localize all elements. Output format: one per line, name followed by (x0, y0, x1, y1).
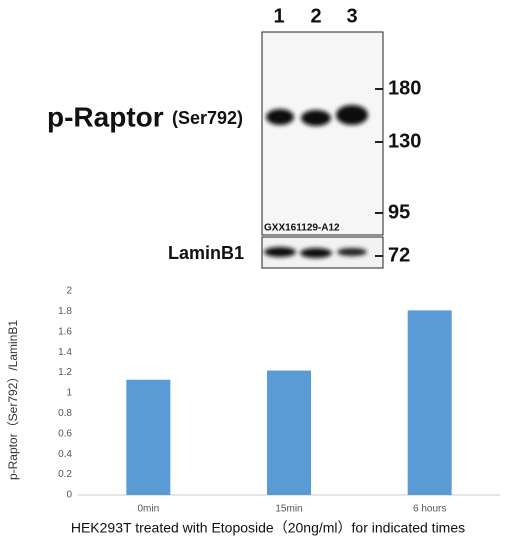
x-axis-label: HEK293T treated with Etoposide（20ng/ml）f… (71, 520, 465, 536)
marker-label: 130 (388, 130, 421, 152)
bands (266, 105, 368, 126)
site-label: (Ser792) (172, 108, 243, 128)
loading-label: LaminB1 (168, 243, 244, 263)
bar (407, 310, 452, 495)
marker-label: 180 (388, 77, 421, 99)
x-tick-label: 0min (137, 504, 159, 515)
y-tick-label: 1.8 (58, 306, 72, 317)
lane-label: 3 (346, 5, 357, 27)
x-tick-label: 6 hours (413, 504, 446, 515)
loading-bands (264, 247, 367, 258)
bar (267, 370, 311, 495)
y-tick-label: 0.4 (58, 449, 72, 460)
blot-panel (261, 31, 384, 236)
y-tick-label: 1.2 (58, 367, 72, 378)
y-tick-label: 1.6 (58, 326, 72, 337)
antibody-id: GXX161129-A12 (264, 223, 340, 234)
y-tick-label: 0 (66, 490, 72, 501)
marker-label: 95 (388, 201, 410, 223)
target-label: p-Raptor (47, 101, 164, 132)
blot: 1 2 3 GXX161129-A12 p-Raptor (Ser792) La… (47, 5, 421, 269)
bar (126, 379, 171, 495)
marker-ticks (375, 88, 383, 257)
lane-label: 1 (273, 5, 284, 27)
x-tick-label: 15min (275, 504, 302, 515)
y-tick-label: 2 (66, 286, 72, 297)
y-tick-label: 0.6 (58, 428, 72, 439)
marker-label: 72 (388, 244, 410, 266)
y-axis-label: p-Raptor（Ser792）/LaminB1 (6, 320, 20, 480)
y-tick-label: 1.4 (58, 347, 72, 358)
y-tick-label: 1 (66, 388, 72, 399)
y-tick-label: 0.2 (58, 469, 72, 480)
lane-label: 2 (310, 5, 321, 27)
y-tick-label: 0.8 (58, 408, 72, 419)
